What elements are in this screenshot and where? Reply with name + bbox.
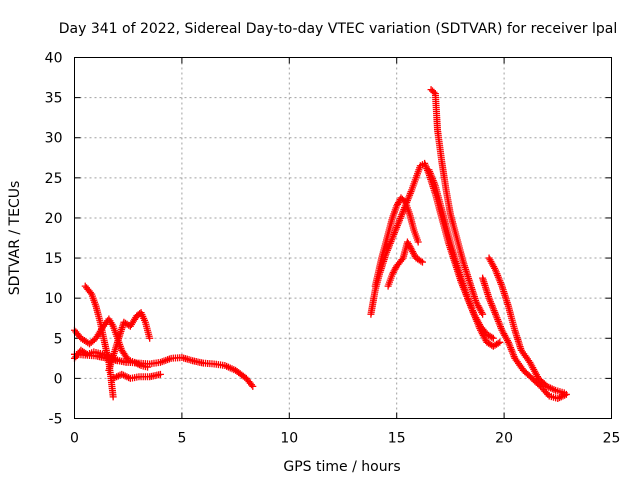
y-tick-label: 40 [45, 51, 63, 67]
data-point [131, 358, 139, 366]
data-point [156, 370, 164, 378]
data-point [418, 258, 426, 266]
series-track-h [371, 194, 422, 290]
series-track-m [479, 274, 570, 402]
y-tick-labels: -5 0 5 10 15 20 25 30 35 40 [45, 51, 63, 428]
x-tick-label: 15 [388, 431, 406, 447]
data-point [479, 310, 487, 318]
data-point [496, 338, 504, 346]
plot-frame [74, 57, 612, 419]
data-point [489, 334, 497, 342]
series-track-k [425, 166, 497, 342]
data-point [430, 88, 438, 96]
x-tick-label: 25 [603, 431, 621, 447]
x-tick-label: 10 [280, 431, 298, 447]
series-track-f [109, 370, 164, 382]
y-tick-label: 0 [54, 371, 63, 387]
x-tick-label: 20 [495, 431, 513, 447]
data-point [109, 393, 117, 401]
series-track-l [485, 254, 568, 397]
x-tick-labels: 0 5 10 15 20 25 [70, 431, 620, 447]
data-point [414, 238, 422, 246]
y-tick-label: 25 [45, 171, 63, 187]
data-point [144, 363, 152, 371]
data-point [132, 359, 140, 367]
data-point [417, 257, 425, 265]
data-points [71, 86, 570, 402]
y-tick-label: 35 [45, 91, 63, 107]
data-point [122, 358, 130, 366]
series-track-i [384, 238, 426, 290]
y-axis-label: SDTVAR / TECUs [7, 181, 23, 296]
y-tick-label: 15 [45, 251, 63, 267]
data-point [146, 334, 154, 342]
y-tick-label: 10 [45, 291, 63, 307]
data-point [398, 256, 406, 264]
data-point [544, 390, 552, 398]
data-point [247, 381, 255, 389]
x-axis-label: GPS time / hours [283, 459, 400, 475]
series-track-j [427, 86, 487, 318]
series-track-e [105, 309, 154, 374]
data-point [249, 382, 257, 390]
series-track-a [71, 350, 257, 390]
x-tick-label: 0 [70, 431, 79, 447]
data-point [488, 333, 496, 341]
data-point [135, 361, 143, 369]
y-tick-label: 5 [54, 331, 63, 347]
y-tick-label: -5 [49, 412, 63, 428]
data-point [86, 289, 94, 297]
y-tick-label: 20 [45, 211, 63, 227]
data-point [134, 360, 142, 368]
data-point [494, 339, 502, 347]
data-point [562, 390, 570, 398]
chart-title: Day 341 of 2022, Sidereal Day-to-day VTE… [59, 21, 617, 37]
x-tick-label: 5 [177, 431, 186, 447]
y-tick-label: 30 [45, 131, 63, 147]
data-point [103, 351, 111, 359]
